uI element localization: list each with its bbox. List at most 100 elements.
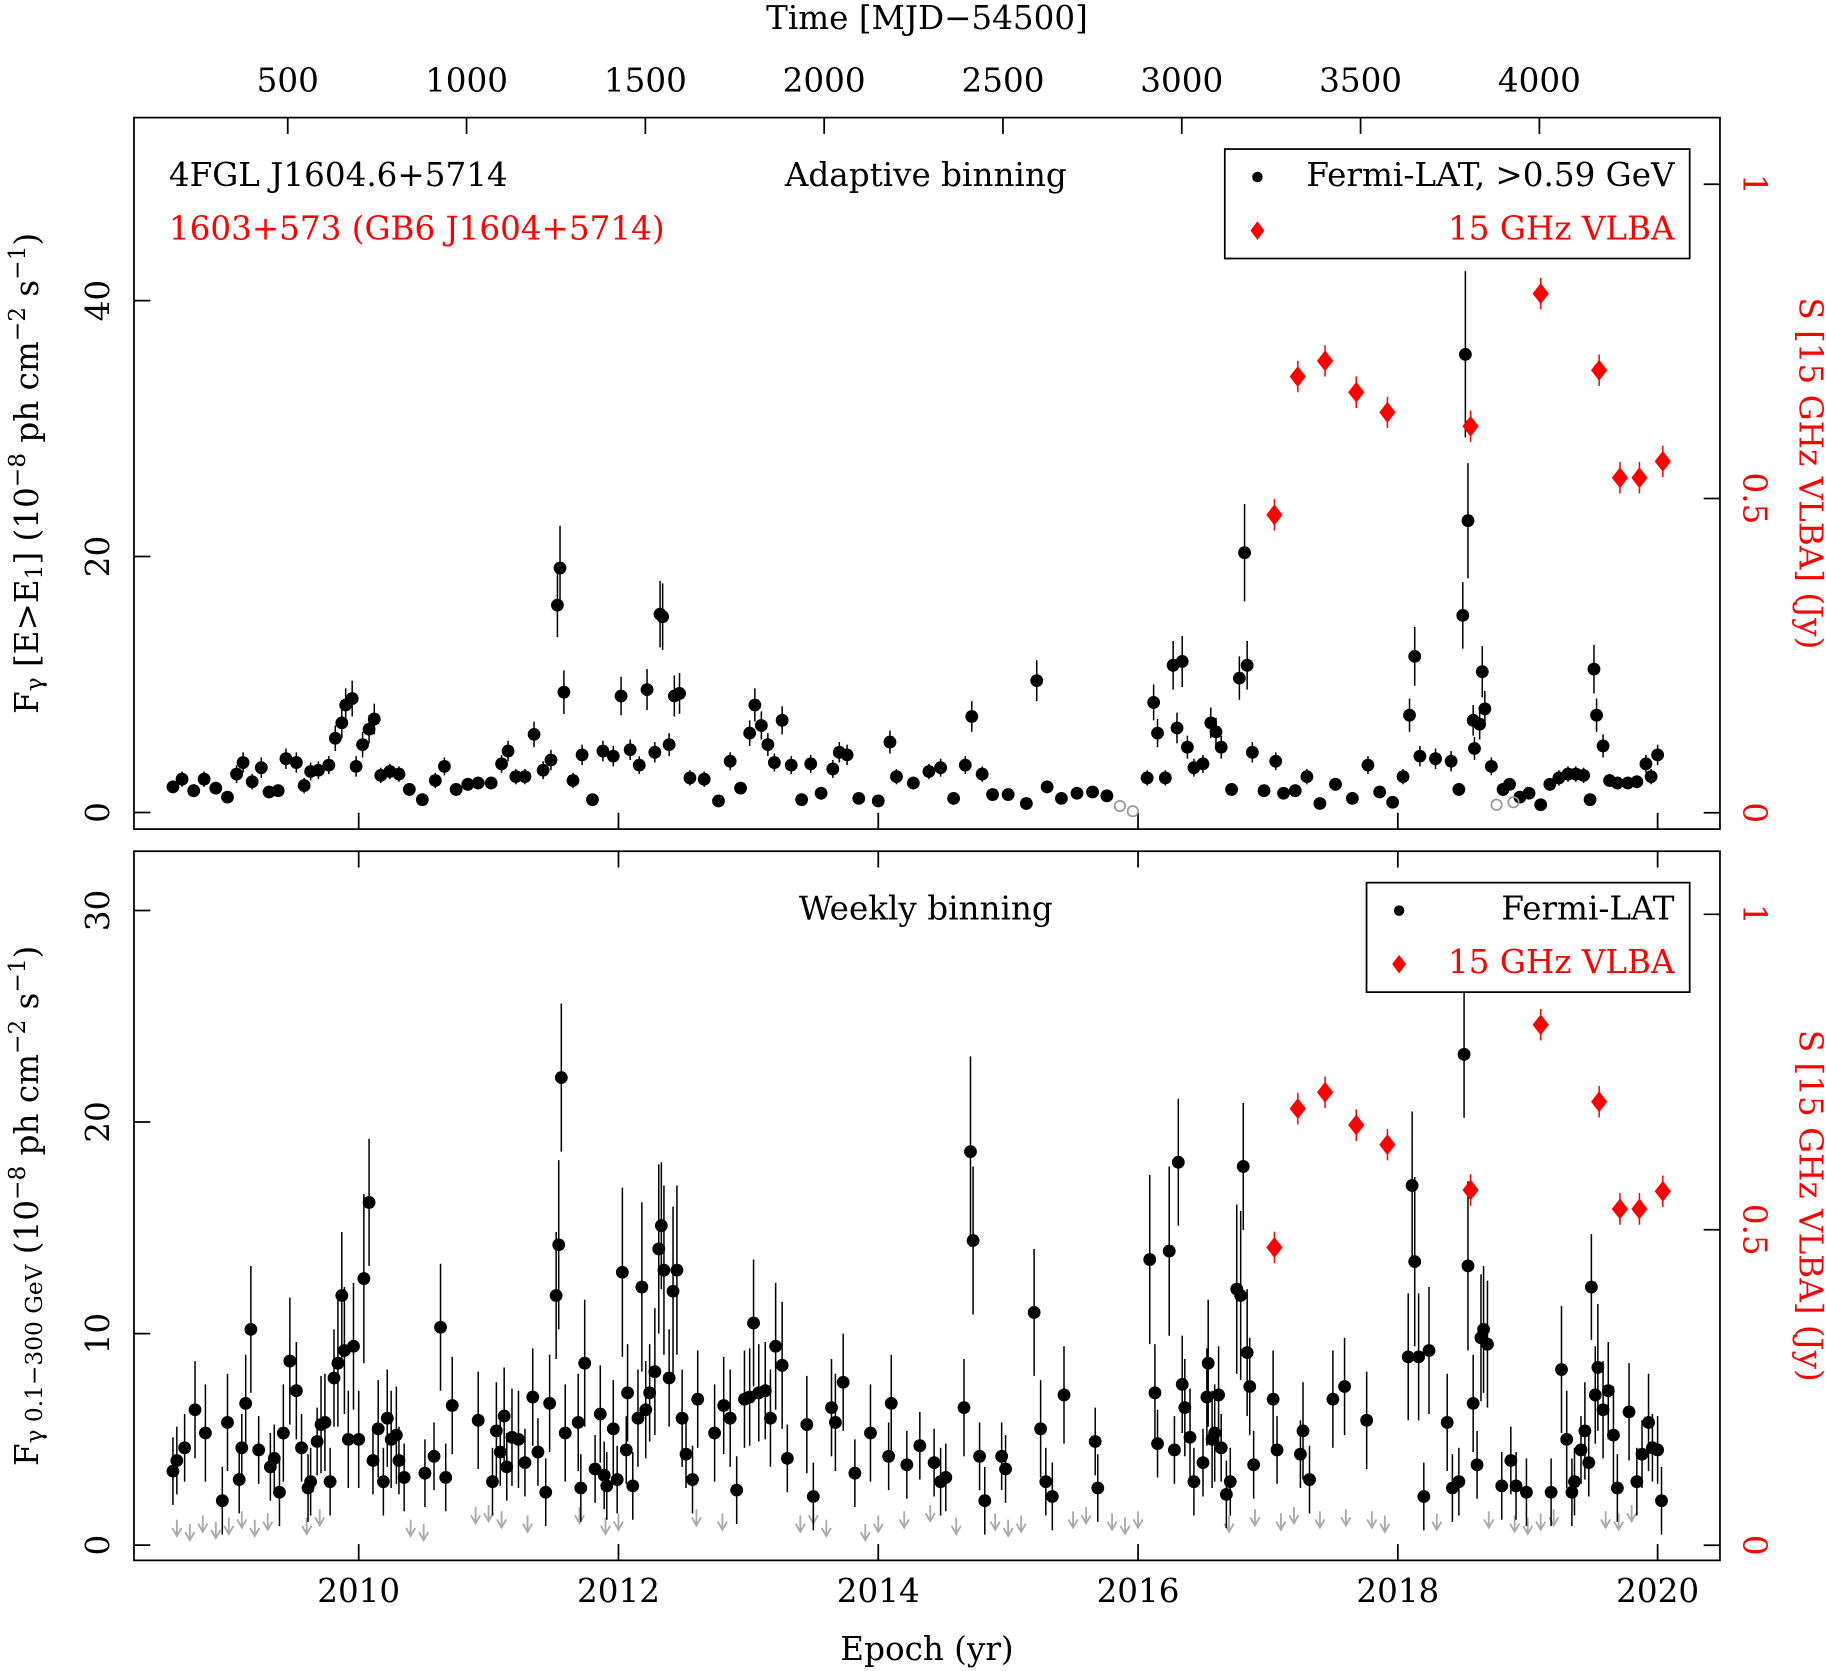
data-point [1577,768,1590,782]
data-point [1607,1428,1620,1442]
data-point [221,790,234,804]
data-point [418,1466,432,1480]
data-point [553,561,567,575]
data-point [1590,708,1603,722]
data-point [1316,350,1334,372]
data-point [471,1413,485,1427]
data-point [557,685,571,699]
upper-limit [210,1521,222,1541]
upper-limit [898,1511,910,1530]
data-point [1360,1413,1374,1427]
upper-limit [1522,1517,1534,1536]
y-tick-label: 30 [79,890,117,931]
data-point [1091,1481,1105,1495]
data-point [588,1462,602,1476]
upper-limit [1314,1511,1326,1530]
y-axis-label-part: −2 [4,307,31,341]
data-point [939,1471,953,1484]
data-point [1461,1259,1475,1273]
upper-limit [613,1513,624,1532]
plot-frame [133,850,1721,1562]
data-point [836,1375,850,1389]
upper-limit [262,1513,274,1532]
data-point [1584,1280,1598,1294]
data-point [322,758,336,772]
data-point [1162,1244,1176,1258]
data-point [1348,381,1365,403]
data-point [1181,740,1194,754]
data-point [304,1475,318,1489]
y-axis-label-part: −1 [4,246,31,280]
data-point [1591,359,1608,381]
data-point [1201,1356,1215,1370]
data-point [1257,784,1271,798]
data-point [1473,717,1487,731]
upper-limit [1483,1511,1495,1530]
y-axis-label-part: ph cm [8,1054,46,1166]
upper-limit [1379,1515,1391,1534]
data-point [1196,757,1210,771]
data-point [312,763,325,777]
y-axis-label-part: ph cm [8,341,46,453]
data-point [1187,1475,1201,1489]
data-point [461,777,475,791]
data-point [758,1384,772,1398]
data-point [883,735,897,749]
data-point [852,791,866,805]
data-point [1277,786,1290,800]
data-point [1055,791,1068,805]
data-point [1238,546,1251,560]
y2-tick-label: 1 [1736,174,1774,195]
data-point [1039,1475,1053,1489]
upper-limit [1288,1507,1300,1526]
y-axis-label-part: γ 0.1−300 GeV [22,1263,49,1443]
data-point [1444,754,1458,768]
data-point [345,692,359,705]
data-point [784,758,798,772]
data-point [1266,1236,1283,1258]
data-point [648,745,662,759]
data-point [683,771,697,785]
data-point [495,757,508,771]
data-point [1412,1350,1426,1364]
data-point [1591,1091,1608,1113]
y-axis-label-part: −1 [4,958,31,992]
data-point [1151,1437,1164,1450]
data-point [1458,347,1472,361]
data-point [271,784,285,798]
legend-marker [1250,221,1265,240]
data-point [1001,788,1015,801]
data-point [1143,1253,1157,1266]
upper-limit [197,1515,209,1534]
data-point [1481,1337,1494,1351]
data-point [947,791,961,805]
data-point [606,749,620,763]
data-point [606,1422,620,1436]
data-point [434,1320,447,1334]
data-point [376,1475,390,1489]
data-point [1631,1198,1648,1220]
data-point [1440,1416,1454,1429]
data-point [913,1439,927,1453]
y-axis-label-part: −8 [4,453,31,487]
data-point [428,774,442,787]
data-point [679,1447,693,1461]
data-point [283,1354,297,1368]
x2-tick-label: 1500 [604,62,687,100]
data-point [986,788,999,801]
data-point [643,1386,657,1400]
data-point [600,1479,614,1493]
data-point [1457,1047,1471,1061]
data-point [236,756,250,769]
data-point [764,1411,777,1425]
upper-limit [1275,1513,1287,1532]
data-point [245,775,259,789]
upper-limit [184,1523,196,1543]
data-point [1294,1447,1307,1461]
data-point [1223,1475,1237,1489]
y-tick-label: 40 [79,280,117,321]
y-axis-label-part: ) [8,233,46,246]
data-point [554,1071,568,1084]
data-point [366,1454,380,1467]
